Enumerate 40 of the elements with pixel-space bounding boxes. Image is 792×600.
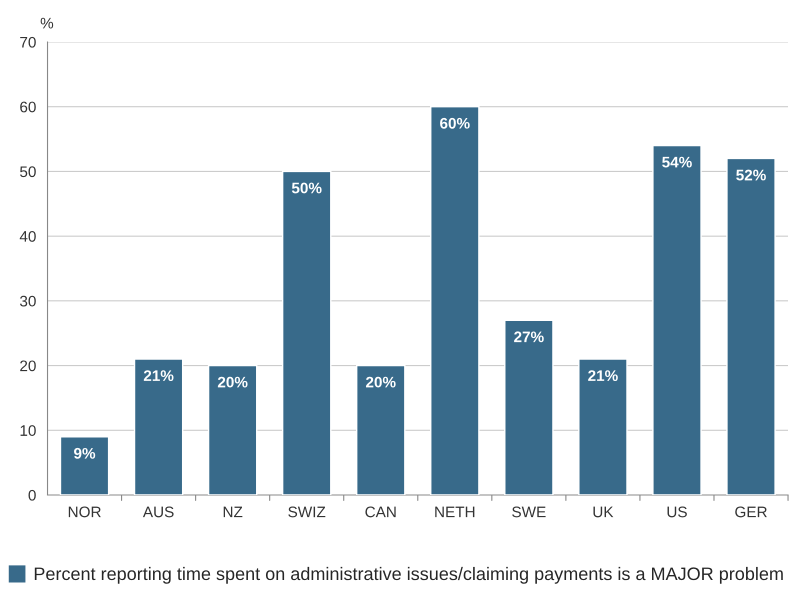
bar xyxy=(726,158,776,495)
x-tick-label: GER xyxy=(735,506,767,518)
y-tick-label: 30 xyxy=(20,296,36,307)
legend-label: Percent reporting time spent on administrative issues/claiming payments is a MAJOR problem xyxy=(34,566,783,584)
bar xyxy=(430,106,480,495)
data-label: 21% xyxy=(588,370,618,382)
y-tick-label: 50 xyxy=(20,166,36,178)
bar xyxy=(504,320,554,495)
bar xyxy=(356,364,406,495)
x-tick-label: SWIZ xyxy=(288,506,326,518)
x-tick-label: NOR xyxy=(68,506,101,518)
x-tick-label: US xyxy=(668,506,687,518)
data-label: 27% xyxy=(514,331,544,342)
x-tick-label: SWE xyxy=(512,506,546,518)
y-tick-label: 70 xyxy=(20,36,36,48)
data-label: 21% xyxy=(144,370,174,382)
y-tick-label: 10 xyxy=(20,425,36,436)
data-label: 50% xyxy=(292,182,322,194)
bar xyxy=(60,436,110,495)
y-tick-label: 0 xyxy=(28,490,36,501)
data-label: 60% xyxy=(440,118,470,129)
data-label: 52% xyxy=(736,170,766,180)
x-tick-label: UK xyxy=(593,506,614,518)
x-tick-label: AUS xyxy=(142,506,174,518)
data-label: 9% xyxy=(74,448,96,459)
x-tick-label: CAN xyxy=(365,506,396,518)
bar xyxy=(282,170,332,495)
data-label: 20% xyxy=(366,376,396,388)
y-tick-label: 40 xyxy=(20,231,36,242)
x-tick-label: NZ xyxy=(224,506,242,518)
y-tick-label: 60 xyxy=(20,102,36,112)
bar xyxy=(208,364,258,495)
data-label: 54% xyxy=(662,156,692,168)
bar xyxy=(578,358,628,495)
x-tick-label: NETH xyxy=(435,506,474,518)
data-label: 20% xyxy=(218,376,248,388)
y-tick-label: 20 xyxy=(20,360,36,372)
bar xyxy=(134,358,184,495)
bar xyxy=(652,144,702,495)
y-axis-title: % xyxy=(40,18,54,28)
